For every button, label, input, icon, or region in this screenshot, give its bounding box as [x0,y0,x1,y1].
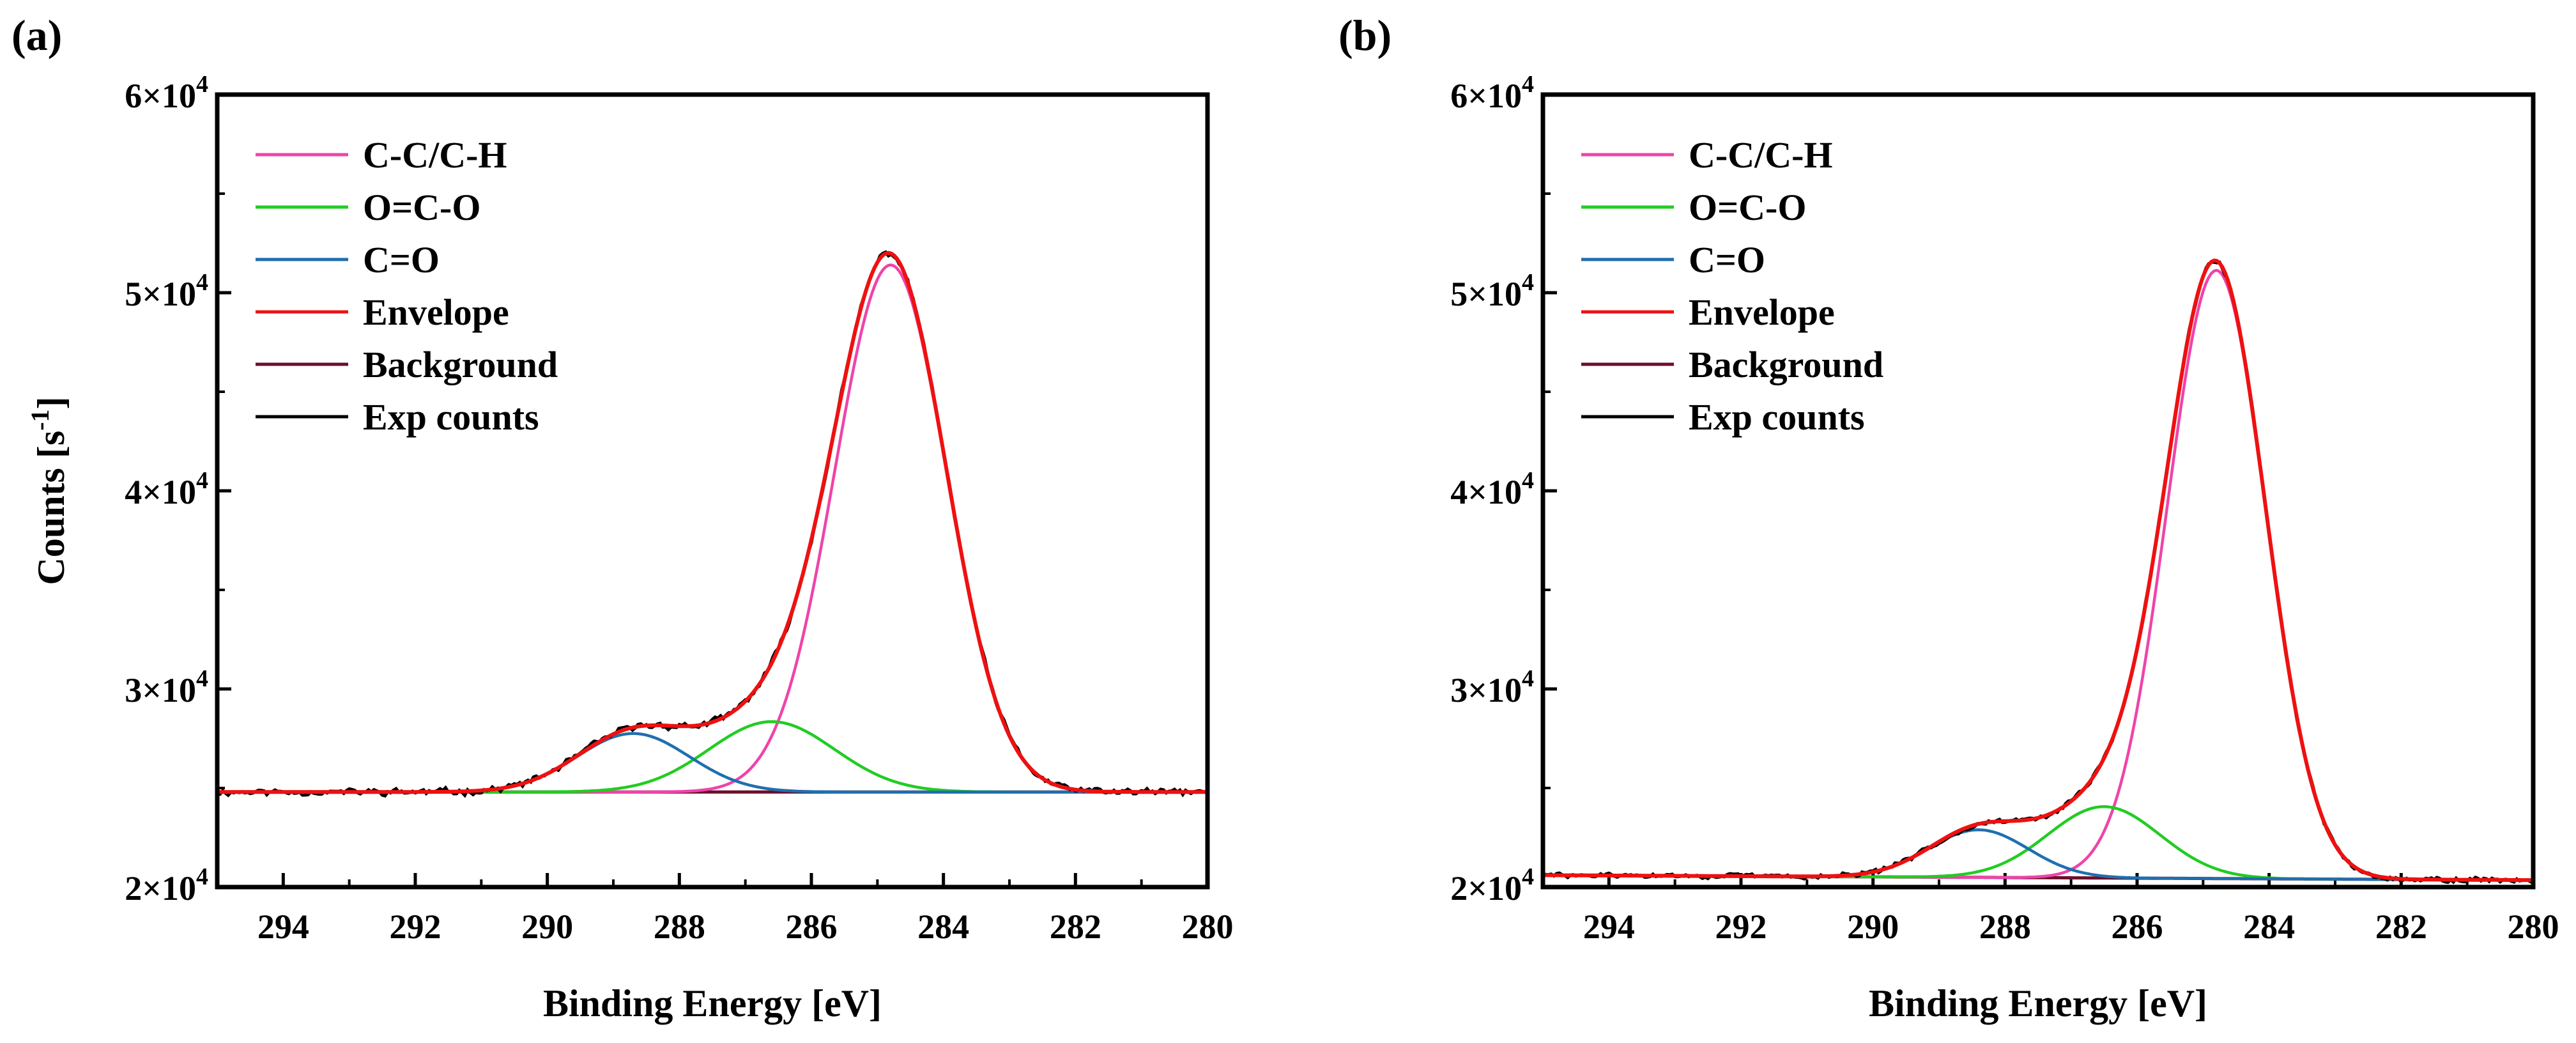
panel-a-x-tick-label: 292 [390,908,441,946]
panel-a-y-axis-title: Counts [s-1] [26,396,72,585]
panel-b-x-tick-label: 284 [2243,908,2295,946]
panel-a-legend-item-background: Background [256,344,558,385]
panel-a: (a) 294 292 290 288 286 284 282 280 2×104 3×104 4… [12,11,1234,1024]
panel-a-y-tick-label: 3×104 [125,665,208,709]
panel-b-legend-item-envelope: Envelope [1581,291,1835,333]
panel-b-legend-item-background: Background [1581,344,1883,385]
panel-b-legend-label-envelope: Envelope [1689,291,1835,333]
panel-a-legend-label-exp-counts: Exp counts [363,396,539,438]
panel-a-x-tick-label: 282 [1050,908,1101,946]
panel-a-ococ-peak [217,720,1208,794]
panel-b-legend-label-cc-ch: C-C/C-H [1689,134,1833,176]
panel-a-x-tick-label: 286 [786,908,838,946]
panel-b-x-tick-label: 286 [2112,908,2163,946]
panel-b-legend-label-co: C=O [1689,239,1765,281]
panel-a-x-ticks: 294 292 290 288 286 284 282 280 [257,873,1234,946]
panel-a-x-tick-label: 294 [257,908,309,946]
panel-a-legend-label-cc-ch: C-C/C-H [363,134,507,176]
panel-a-x-tick-label: 284 [917,908,969,946]
panel-a-series [217,250,1209,798]
panel-a-legend-item-envelope: Envelope [256,291,509,333]
panel-b-envelope-line [1543,258,2533,883]
panel-b-x-axis-title: Binding Energy [eV] [1869,982,2207,1024]
panel-b-x-tick-label: 294 [1583,908,1635,946]
panel-b-x-tick-label: 292 [1715,908,1767,946]
panel-b-y-tick-label: 4×104 [1450,467,1534,511]
panel-a-legend-label-background: Background [363,344,558,385]
panel-b-label: (b) [1338,11,1392,59]
panel-b-x-tick-label: 290 [1847,908,1899,946]
panel-b-x-tick-label: 282 [2375,908,2427,946]
panel-a-legend-label-ococ: O=C-O [363,187,480,228]
panel-a-plot-frame [215,92,1210,890]
panel-b-co-peak [1543,828,2534,882]
panel-a-y-axis-title-sup: -1 [26,409,54,430]
panel-b-x-tick-label: 280 [2508,908,2559,946]
panel-a-y-tick-label: 5×104 [125,269,208,313]
panel-a-y-tick-label: 2×104 [125,863,208,908]
panel-b: (b) 294 292 290 288 286 284 282 280 2×104 3×104 4… [1338,11,2559,1024]
panel-b-legend-item-exp-counts: Exp counts [1581,396,1865,438]
panel-b-legend-item-cc-ch: C-C/C-H [1581,134,1833,176]
panel-a-envelope-line [217,251,1208,794]
panel-a-label: (a) [12,11,62,59]
panel-b-plot-frame [1540,92,2536,890]
panel-b-y-ticks: 2×104 3×104 4×104 5×104 6×104 [1450,71,1557,908]
panel-a-legend: C-C/C-H O=C-O C=O Envelope Background Ex… [256,134,558,438]
panel-a-legend-label-co: C=O [363,239,440,281]
panel-a-legend-item-co: C=O [256,239,440,281]
panel-b-series [1542,258,2534,885]
panel-b-y-tick-label: 5×104 [1450,269,1534,313]
panel-a-legend-item-ococ: O=C-O [256,187,480,228]
panel-a-y-axis-title-end: ] [30,396,72,409]
panel-b-x-tick-label: 288 [1979,908,2031,946]
panel-a-exp-counts-line [217,250,1209,798]
panel-b-legend-label-background: Background [1689,344,1883,385]
panel-a-y-axis-title-main: Counts [s [30,431,72,585]
panel-a-y-tick-label: 6×104 [125,71,208,115]
panel-a-x-tick-label: 288 [654,908,705,946]
panel-a-legend-item-cc-ch: C-C/C-H [256,134,507,176]
panel-b-legend-item-co: C=O [1581,239,1765,281]
panel-b-y-tick-label: 3×104 [1450,665,1534,709]
panel-b-legend: C-C/C-H O=C-O C=O Envelope Background Ex… [1581,134,1883,438]
panel-a-x-axis-title: Binding Energy [eV] [543,982,882,1024]
panel-b-legend-item-ococ: O=C-O [1581,187,1806,228]
panel-a-legend-label-envelope: Envelope [363,291,509,333]
panel-b-x-ticks: 294 292 290 288 286 284 282 280 [1583,873,2559,946]
panel-b-legend-label-exp-counts: Exp counts [1689,396,1865,438]
panel-a-x-tick-label: 280 [1182,908,1234,946]
panel-a-y-tick-label: 4×104 [125,467,208,511]
panel-b-y-tick-label: 2×104 [1450,863,1534,908]
panel-a-x-tick-label: 290 [521,908,573,946]
panel-b-legend-label-ococ: O=C-O [1689,187,1806,228]
panel-b-y-tick-label: 6×104 [1450,71,1534,115]
panel-a-legend-item-exp-counts: Exp counts [256,396,539,438]
